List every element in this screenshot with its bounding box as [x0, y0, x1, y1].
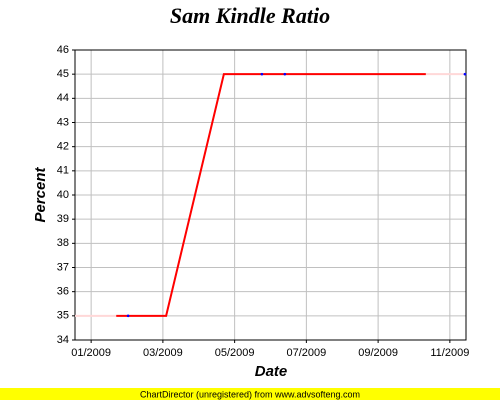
- x-tick-label: 07/2009: [286, 347, 326, 359]
- x-tick-label: 09/2009: [358, 347, 398, 359]
- y-tick-label: 39: [57, 213, 69, 225]
- data-point: [126, 314, 130, 318]
- data-point: [463, 72, 467, 76]
- y-tick-label: 41: [57, 165, 69, 177]
- x-tick-label: 05/2009: [215, 347, 255, 359]
- y-tick-label: 44: [57, 92, 69, 104]
- data-line: [116, 73, 426, 317]
- data-point: [283, 72, 287, 76]
- x-axis-title: Date: [255, 363, 288, 380]
- y-tick-label: 46: [57, 44, 69, 56]
- y-tick-label: 43: [57, 116, 69, 128]
- y-tick-label: 45: [57, 68, 69, 80]
- plot-border: [74, 49, 467, 341]
- x-tick-label: 11/2009: [430, 347, 469, 359]
- y-tick-label: 34: [57, 334, 69, 346]
- y-tick-label: 38: [57, 237, 69, 249]
- footer-text: ChartDirector (unregistered) from www.ad…: [140, 389, 360, 399]
- x-tick-label: 03/2009: [143, 347, 183, 359]
- footer-banner: [0, 388, 500, 400]
- x-tick-label: 01/2009: [71, 347, 111, 359]
- chart-title: Sam Kindle Ratio: [170, 3, 330, 28]
- y-tick-label: 40: [57, 189, 69, 201]
- y-tick-label: 37: [57, 261, 69, 273]
- y-tick-label: 35: [57, 310, 69, 322]
- data-line: [75, 73, 466, 317]
- y-tick-label: 42: [57, 141, 69, 153]
- y-axis-title: Percent: [32, 166, 49, 222]
- data-point: [260, 72, 264, 76]
- y-tick-label: 36: [57, 286, 69, 298]
